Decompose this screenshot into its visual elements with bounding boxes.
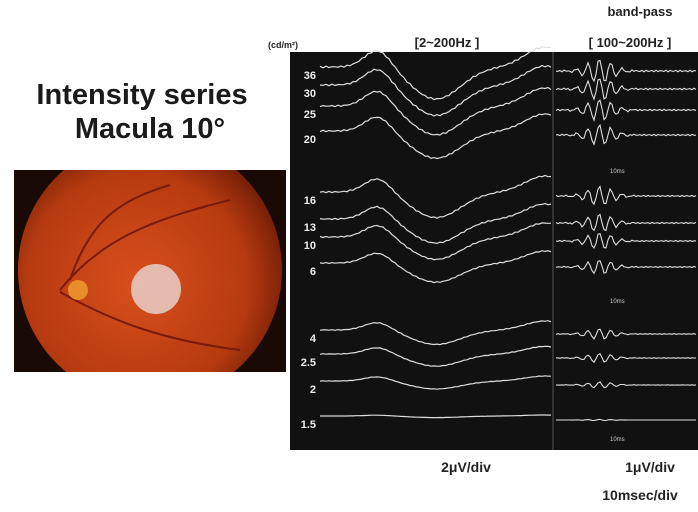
time-marker: 10ms	[610, 437, 625, 443]
header-broadband: [2~200Hz ]	[415, 35, 480, 50]
waveform-broadband	[319, 375, 551, 390]
waveform-bandpass	[555, 260, 697, 275]
intensity-label: 25	[304, 109, 316, 121]
waveform-bandpass	[555, 99, 697, 122]
waveform-bandpass	[555, 232, 697, 249]
header-bandpass: [ 100~200Hz ]	[589, 35, 672, 50]
waveform-broadband	[319, 222, 552, 261]
intensity-label: 2	[310, 384, 316, 396]
intensity-label: 30	[304, 88, 316, 100]
waveform-bandpass	[556, 418, 696, 422]
intensity-label: 20	[304, 134, 316, 146]
intensity-label: 13	[304, 222, 316, 234]
scale-right: 1μV/div	[625, 459, 675, 475]
waveform-bandpass	[555, 328, 697, 341]
intensity-label: 2.5	[301, 357, 316, 369]
intensity-label: 6	[310, 266, 316, 278]
waveform-broadband	[319, 320, 552, 346]
waveform-broadband	[319, 202, 552, 245]
waveform-bandpass	[555, 59, 697, 83]
waveform-broadband	[319, 250, 552, 284]
intensity-label: 36	[304, 70, 316, 82]
title-line-2: Macula 10°	[75, 113, 225, 145]
waveform-broadband	[319, 113, 552, 160]
waveform-broadband	[319, 86, 552, 136]
header-bandpass-title: band-pass	[607, 4, 672, 19]
waveform-broadband	[319, 174, 552, 219]
waveform-broadband	[319, 345, 552, 367]
title-line-1: Intensity series	[36, 79, 247, 111]
scale-time: 10msec/div	[602, 487, 678, 503]
waveform-bandpass	[555, 352, 697, 364]
waveform-broadband	[320, 414, 552, 419]
waveform-broadband	[319, 45, 552, 101]
waveform-bandpass	[555, 123, 697, 146]
waveform-bandpass	[555, 78, 697, 101]
intensity-label: 10	[304, 240, 316, 252]
unit-label: (cd/m²)	[268, 40, 298, 50]
waveform-bandpass	[555, 185, 697, 206]
scale-left: 2μV/div	[441, 459, 491, 475]
waveform-bandpass	[555, 213, 697, 232]
intensity-label: 4	[310, 333, 317, 345]
time-marker: 10ms	[610, 169, 625, 175]
time-marker: 10ms	[610, 299, 625, 305]
fundus-image	[14, 170, 286, 372]
intensity-label: 16	[304, 195, 316, 207]
intensity-label: 1.5	[301, 419, 316, 431]
waveform-broadband	[319, 64, 552, 117]
waveform-bandpass	[555, 381, 697, 389]
recording-panel	[290, 52, 698, 450]
